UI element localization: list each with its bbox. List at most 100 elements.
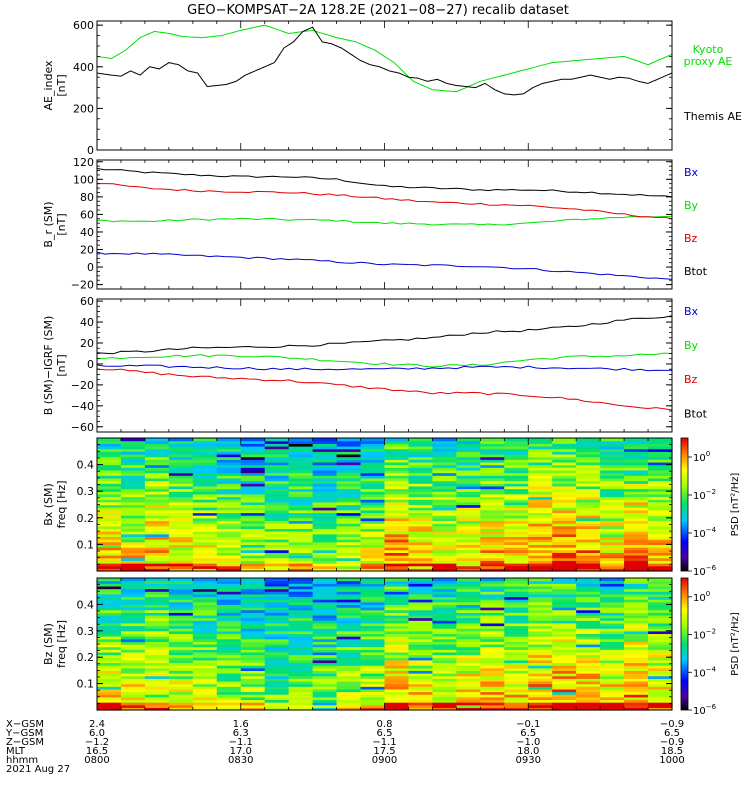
spectrogram-cell [97,614,122,619]
spectrogram-cell [432,547,457,551]
spectrogram-cell [528,504,553,508]
spectrogram-cell [120,630,146,635]
spectrogram-cell [384,525,410,530]
spectrogram-cell [384,448,410,452]
spectrogram-cell [408,483,434,487]
spectrogram-cell [576,528,601,532]
spectrogram-cell [552,517,577,522]
spectrogram-cell [264,683,290,687]
spectrogram-cell [97,496,122,500]
spectrogram-cell [120,501,146,506]
spectrogram-cell [576,456,601,460]
spectrogram-cell [312,646,338,650]
spectrogram-cell [120,628,146,632]
spectrogram-cell [216,675,242,679]
spectrogram-cell [600,665,625,669]
spectrogram-cell [264,565,290,569]
spectrogram-cell [192,517,218,522]
spectrogram-cell [288,515,314,519]
spectrogram-cell [120,491,146,495]
spectrogram-cell [576,654,601,658]
spectrogram-cell [576,628,601,632]
spectrogram-cell [97,699,122,703]
spectrogram-cell [336,475,362,479]
spectrogram-cell [264,699,290,703]
spectrogram-cell [504,469,529,474]
spectrogram-cell [144,599,170,603]
spectrogram-cell [576,651,601,656]
spectrogram-cell [576,509,601,514]
spectrogram-cell [456,557,481,561]
spectrogram-cell [432,528,457,532]
spectrogram-cell [600,496,625,500]
spectrogram-cell [576,620,601,624]
spectrogram-cell [504,533,529,538]
spectrogram-cell [312,636,338,640]
spectrogram-cell [456,702,481,706]
spectrogram-cell [168,552,194,556]
spectrogram-cell [432,609,457,613]
spectrogram-cell [480,578,505,582]
spectrogram-cell [312,493,338,498]
spectrogram-cell [576,641,601,645]
spectrogram-cell [600,499,625,503]
spectrogram-cell [432,588,457,592]
spectrogram-cell [552,683,577,687]
spectrogram-cell [120,662,146,666]
spectrogram-cell [528,659,553,664]
spectrogram-cell [312,617,338,621]
spectrogram-cell [120,451,146,455]
spectrogram-cell [648,467,673,471]
spectrogram-cell [360,702,386,706]
spectrogram-cell [624,461,649,466]
spectrogram-cell [264,636,290,640]
spectrogram-cell [648,485,673,490]
spectrogram-cell [504,547,529,551]
spectrogram-cell [216,638,242,642]
spectrogram-cell [120,644,146,648]
spectrogram-cell [336,483,362,487]
spectrogram-cell [288,461,314,466]
spectrogram-cell [480,593,505,598]
spectrogram-cell [528,585,553,590]
spectrogram-cell [168,531,194,535]
spectrogram-cell [216,448,242,452]
spectrogram-cell [168,477,194,482]
spectrogram-cell [288,539,314,543]
spectrogram-cell [120,531,146,535]
spectrogram-cell [600,628,625,632]
spectrogram-cell [528,675,553,679]
spectrogram-cell [264,547,290,551]
spectrogram-cell [192,614,218,619]
spectrogram-cell [360,517,386,522]
spectrogram-cell [600,557,625,561]
spectrogram-cell [648,699,673,703]
spectrogram-cell [97,536,122,540]
spectrogram-cell [528,667,553,671]
spectrogram-cell [336,469,362,474]
spectrogram-cell [408,585,434,590]
spectrogram-cell [504,686,529,690]
spectrogram-cell [648,657,673,661]
spectrogram-cell [336,583,362,587]
spectrogram-cell [600,630,625,635]
spectrogram-cell [312,659,338,664]
spectrogram-cell [624,552,649,556]
spectrogram-cell [97,580,122,584]
spectrogram-cell [552,483,577,487]
spectrogram-cell [240,644,266,648]
spectrogram-cell [600,483,625,487]
spectrogram-cell [576,612,601,616]
spectrogram-cell [216,549,242,553]
series-line-by [97,215,673,226]
spectrogram-cell [408,448,434,452]
legend-entry: Btot [684,265,708,278]
spectrogram-cell [168,560,194,564]
spectrogram-cell [120,580,146,584]
spectrogram-cell [480,694,505,698]
spectrogram-cell [624,601,649,605]
spectrogram-cell [216,636,242,640]
spectrogram-cell [624,609,649,613]
spectrogram-cell [264,680,290,685]
